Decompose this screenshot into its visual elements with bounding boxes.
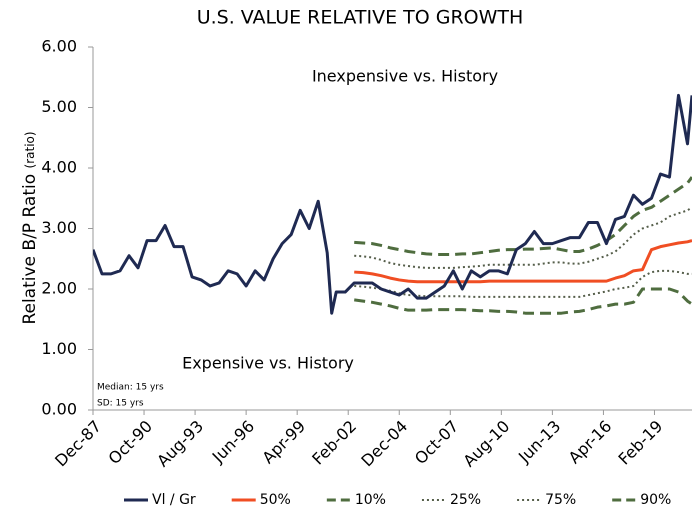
plot-area xyxy=(93,93,692,315)
y-tick-label: 4.00 xyxy=(41,158,77,177)
x-tick-label: Aug-93 xyxy=(153,417,207,471)
annotation: Inexpensive vs. History xyxy=(312,67,498,86)
annotation: Expensive vs. History xyxy=(182,354,354,373)
legend-label: 25% xyxy=(450,492,481,508)
annotation: SD: 15 yrs xyxy=(97,399,144,409)
y-tick-label: 0.00 xyxy=(41,400,77,419)
y-tick-label: 2.00 xyxy=(41,279,77,298)
x-tick-label: Dec-04 xyxy=(357,417,411,471)
x-tick-label: Apr-99 xyxy=(258,417,309,468)
x-tick-label: Dec-87 xyxy=(51,417,105,471)
x-tick-label: Feb-19 xyxy=(615,417,667,469)
legend-label: 75% xyxy=(545,492,576,508)
y-tick-label: 5.00 xyxy=(41,97,77,116)
series-line xyxy=(354,206,692,269)
legend-label: 90% xyxy=(640,492,671,508)
y-label-unit: (ratio) xyxy=(23,131,37,168)
x-tick-label: Feb-02 xyxy=(308,417,360,469)
y-label: Relative B/P Ratio (ratio) xyxy=(20,131,40,324)
legend-label: Vl / Gr xyxy=(152,492,196,508)
x-tick-label: Jun-96 xyxy=(208,417,258,467)
x-tick-label: Oct-07 xyxy=(411,417,462,468)
x-tick-label: Apr-16 xyxy=(565,417,616,468)
annotation: Median: 15 yrs xyxy=(97,383,164,393)
y-tick-label: 1.00 xyxy=(41,339,77,358)
y-label-main: Relative B/P Ratio xyxy=(20,174,40,325)
legend-label: 50% xyxy=(260,492,291,508)
x-tick-label: Oct-90 xyxy=(105,417,156,468)
series-line xyxy=(93,93,692,315)
series-line xyxy=(354,176,692,257)
chart-title: U.S. VALUE RELATIVE TO GROWTH xyxy=(197,7,524,29)
x-tick-label: Jun-13 xyxy=(514,417,564,467)
y-axis-label: Relative B/P Ratio (ratio) xyxy=(20,131,40,324)
series-line xyxy=(354,239,692,284)
series-line xyxy=(354,287,692,315)
legend-label: 10% xyxy=(355,492,386,508)
y-tick-label: 6.00 xyxy=(41,37,77,56)
x-tick-label: Aug-10 xyxy=(459,417,513,471)
y-tick-label: 3.00 xyxy=(41,218,77,237)
